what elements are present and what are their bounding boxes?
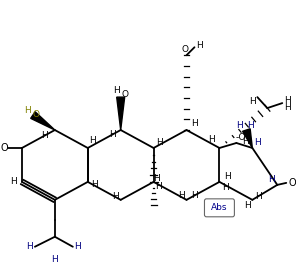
- Text: H: H: [25, 106, 31, 115]
- Text: H: H: [284, 95, 291, 105]
- Text: H: H: [242, 137, 249, 146]
- Text: -O: -O: [235, 132, 246, 141]
- Text: H: H: [27, 242, 33, 251]
- Text: H: H: [52, 255, 58, 264]
- Text: H: H: [11, 178, 17, 186]
- Text: H: H: [89, 136, 96, 146]
- Text: H: H: [109, 130, 116, 139]
- Text: H: H: [178, 191, 185, 200]
- Text: H: H: [236, 120, 243, 130]
- Text: H: H: [255, 192, 262, 201]
- Text: H: H: [247, 120, 254, 130]
- Polygon shape: [31, 112, 55, 130]
- Text: H: H: [74, 242, 81, 251]
- Text: H: H: [91, 180, 98, 189]
- Text: H: H: [208, 136, 215, 144]
- Polygon shape: [117, 97, 125, 130]
- Text: H: H: [191, 118, 198, 128]
- Text: H: H: [222, 183, 229, 192]
- Text: H: H: [249, 97, 256, 106]
- Text: H: H: [254, 139, 261, 148]
- Text: H: H: [244, 201, 251, 210]
- Text: O: O: [121, 90, 128, 99]
- Text: H: H: [155, 182, 162, 191]
- Text: H: H: [284, 102, 291, 112]
- Text: H: H: [41, 130, 48, 139]
- Text: H: H: [113, 86, 120, 95]
- Polygon shape: [243, 129, 252, 148]
- Text: H: H: [112, 192, 119, 201]
- Text: O: O: [0, 143, 8, 153]
- FancyBboxPatch shape: [205, 199, 234, 217]
- Text: H: H: [191, 191, 198, 200]
- Text: Abs: Abs: [211, 203, 228, 212]
- Text: H: H: [156, 139, 163, 148]
- Text: H: H: [268, 175, 275, 185]
- Text: H: H: [224, 172, 231, 181]
- Text: H: H: [153, 174, 160, 183]
- Text: O: O: [32, 109, 39, 118]
- Text: O: O: [181, 45, 188, 54]
- Text: O: O: [288, 178, 296, 188]
- Text: H: H: [196, 41, 203, 50]
